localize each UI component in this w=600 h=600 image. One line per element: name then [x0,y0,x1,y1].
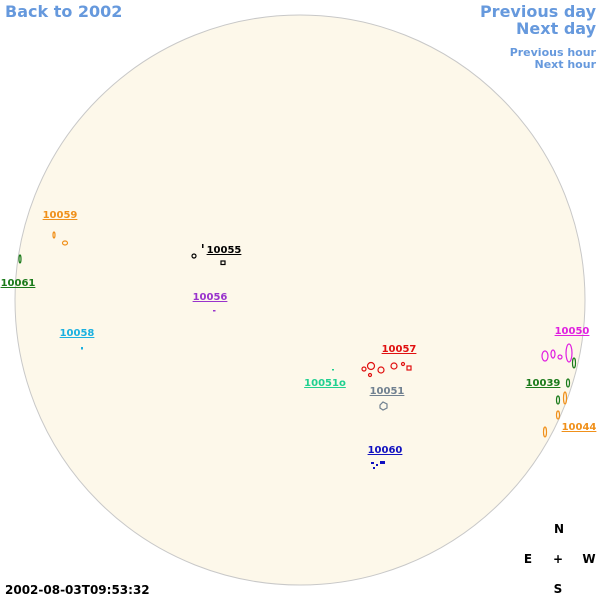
region-label[interactable]: 10061 [1,278,36,289]
spot [380,461,385,464]
spot [371,462,374,464]
region: 10060 [368,445,403,469]
spot [406,365,412,371]
next-hour-link[interactable]: Next hour [535,58,597,71]
region-label[interactable]: 10044 [562,422,597,433]
spot [571,357,577,369]
region-label[interactable]: 10057 [382,344,417,355]
spot [366,361,376,371]
spot [367,372,373,378]
region: 10039 [526,357,577,405]
spot [202,244,204,248]
next-day-link[interactable]: Next day [516,19,597,38]
previous-day-link[interactable]: Previous day [480,2,597,21]
region: 10050 [541,326,590,363]
region: 10051o [304,369,346,389]
spot [557,354,563,360]
region: 10044 [542,391,597,438]
spot [332,369,334,371]
region-label[interactable]: 10059 [43,210,78,221]
spot [379,401,388,411]
region-label[interactable]: 10060 [368,445,403,456]
compass-north: N [554,522,564,536]
spot [550,349,556,359]
spot [390,362,398,370]
region-label[interactable]: 10051o [304,378,346,389]
previous-hour-link[interactable]: Previous hour [510,46,597,59]
spot [555,395,561,405]
region: 10051 [370,386,405,411]
spot [377,366,385,374]
spot [541,350,549,362]
region: 10056 [193,292,228,312]
spot [565,378,571,388]
region-label[interactable]: 10050 [555,326,590,337]
spot [542,426,548,438]
spot [565,343,573,363]
region-label[interactable]: 10058 [60,328,95,339]
region-label[interactable]: 10051 [370,386,405,397]
compass-south: S [554,582,563,596]
spot [555,410,561,420]
region-label[interactable]: 10055 [207,245,242,256]
region: 10061 [1,254,36,289]
compass-west: W [582,552,595,566]
spot [81,347,83,350]
region-label[interactable]: 10039 [526,378,561,389]
spot [220,260,226,266]
spot [52,231,56,239]
region: 10058 [60,328,95,350]
spot [562,391,568,405]
timestamp: 2002-08-03T09:53:32 [5,583,150,597]
region: 10057 [361,344,417,378]
region-label[interactable]: 10056 [193,292,228,303]
compass-center: + [553,552,563,566]
back-link[interactable]: Back to 2002 [5,2,122,21]
spot [213,310,216,312]
spot [373,467,375,469]
region: 10059 [43,210,78,246]
spot [400,361,406,367]
spot [361,366,367,372]
compass-east: E [524,552,532,566]
spot [191,253,197,259]
region: 10055 [191,244,242,266]
spot [18,254,22,264]
spot [61,240,69,246]
spot [376,464,378,466]
solar-disk [14,14,586,586]
